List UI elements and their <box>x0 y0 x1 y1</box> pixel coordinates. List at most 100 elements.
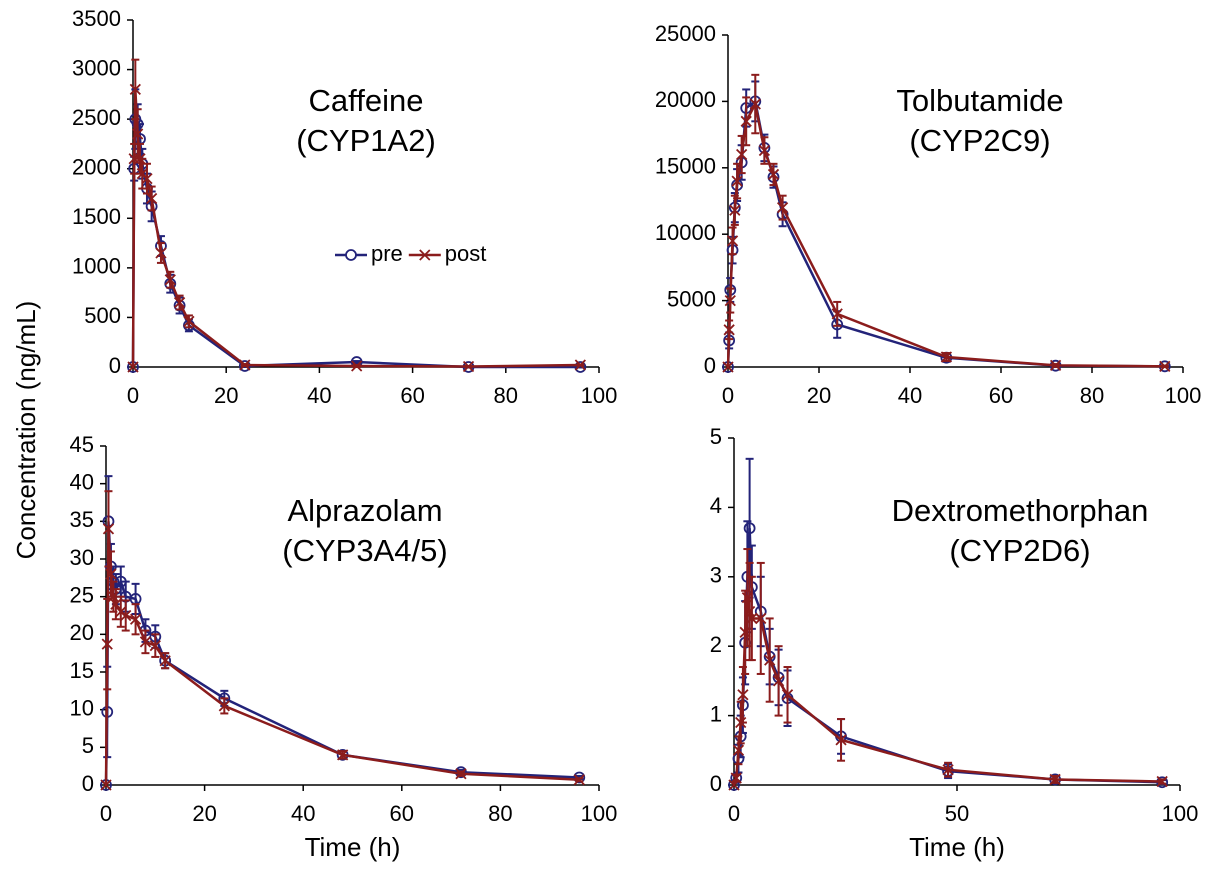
y-tick-label: 20000 <box>655 87 716 112</box>
marker <box>749 98 761 110</box>
legend-marker <box>345 249 357 261</box>
chart-subtitle: (CYP3A4/5) <box>282 533 447 568</box>
x-tick-label: 0 <box>100 801 112 826</box>
y-tick-label: 15000 <box>655 154 716 179</box>
marker <box>110 598 122 610</box>
series-line <box>726 100 1165 368</box>
chart-title: Tolbutamide <box>896 83 1063 118</box>
x-tick-label: 0 <box>722 383 734 408</box>
marker <box>942 764 954 776</box>
y-tick-label: 30 <box>70 545 94 570</box>
marker <box>724 294 736 307</box>
marker <box>735 716 747 729</box>
x-tick-label: 80 <box>494 383 518 408</box>
marker <box>772 675 785 687</box>
y-tick-label: 20 <box>70 620 94 645</box>
marker <box>729 204 741 216</box>
x-tick-label: 40 <box>898 383 922 408</box>
marker <box>101 638 113 650</box>
y-tick-label: 4 <box>710 493 722 518</box>
x-tick-label: 80 <box>1080 383 1104 408</box>
x-tick-label: 80 <box>488 801 512 826</box>
marker <box>728 779 740 791</box>
y-tick-label: 0 <box>710 771 722 796</box>
y-tick-label: 25000 <box>655 21 716 46</box>
x-tick-label: 20 <box>192 801 216 826</box>
y-tick-label: 500 <box>84 303 121 328</box>
y-tick-label: 0 <box>109 353 121 378</box>
marker <box>164 274 176 286</box>
x-tick-label: 20 <box>214 383 238 408</box>
y-tick-label: 2500 <box>72 105 121 130</box>
x-tick-label: 60 <box>400 383 424 408</box>
y-tick-label: 10 <box>70 695 94 720</box>
marker <box>105 568 117 580</box>
marker <box>149 639 161 652</box>
marker <box>741 591 754 604</box>
chart-subtitle: (CYP2D6) <box>949 533 1090 568</box>
marker <box>129 613 142 625</box>
marker <box>835 734 847 746</box>
chart-title: Dextromethorphan <box>892 493 1149 528</box>
marker <box>1156 775 1168 788</box>
x-tick-label: 40 <box>291 801 315 826</box>
y-tick-label: 40 <box>70 469 94 494</box>
x-axis-title: Time (h) <box>305 832 401 862</box>
marker <box>743 605 756 618</box>
marker <box>740 115 752 127</box>
y-tick-label: 3500 <box>72 6 121 31</box>
marker <box>141 172 153 185</box>
marker <box>573 771 586 784</box>
x-tick-label: 20 <box>807 383 831 408</box>
marker <box>455 768 467 780</box>
marker <box>1049 773 1061 786</box>
marker <box>736 148 748 161</box>
marker <box>132 128 144 140</box>
marker <box>146 192 158 205</box>
x-tick-label: 100 <box>1165 383 1202 408</box>
series-line <box>732 597 1163 786</box>
marker <box>159 655 171 667</box>
y-axis-title: Concentration (ng/mL) <box>11 301 41 560</box>
marker <box>743 522 756 535</box>
y-tick-label: 25 <box>70 582 94 607</box>
y-tick-label: 35 <box>70 507 94 532</box>
marker <box>574 359 586 371</box>
y-tick-label: 1000 <box>72 254 121 279</box>
marker <box>100 779 112 791</box>
marker <box>730 772 742 784</box>
x-tick-label: 100 <box>581 801 618 826</box>
y-tick-label: 45 <box>70 432 94 457</box>
marker <box>574 361 587 373</box>
marker <box>155 247 167 259</box>
x-tick-label: 100 <box>1162 801 1199 826</box>
marker <box>764 654 776 666</box>
marker <box>781 689 794 701</box>
y-tick-label: 15 <box>70 658 94 683</box>
legend-label: pre <box>371 241 403 266</box>
series-line <box>131 89 581 368</box>
y-tick-label: 1500 <box>72 204 121 229</box>
x-axis-title: Time (h) <box>909 832 1005 862</box>
marker <box>1159 360 1171 372</box>
chart-title: Caffeine <box>309 83 424 118</box>
marker <box>239 359 251 371</box>
series-line <box>104 528 580 786</box>
chart-subtitle: (CYP1A2) <box>296 123 436 158</box>
marker <box>940 351 953 363</box>
y-tick-label: 5 <box>710 424 722 449</box>
marker <box>831 308 843 320</box>
x-tick-label: 60 <box>989 383 1013 408</box>
marker <box>746 612 758 625</box>
chart-subtitle: (CYP2C9) <box>909 123 1050 158</box>
marker <box>183 315 195 328</box>
y-tick-label: 2 <box>710 632 722 657</box>
y-tick-label: 0 <box>82 771 94 796</box>
marker <box>723 324 735 336</box>
legend-label: post <box>445 241 487 266</box>
marker <box>129 83 141 96</box>
marker <box>722 361 734 373</box>
marker <box>351 360 363 372</box>
marker <box>755 612 767 625</box>
